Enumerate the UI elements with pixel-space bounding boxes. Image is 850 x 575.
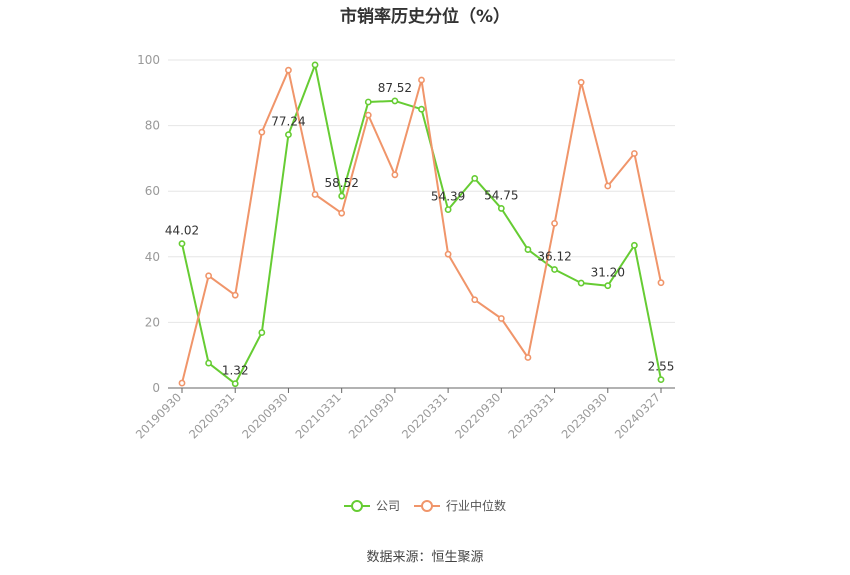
company-data-point bbox=[258, 329, 266, 336]
x-tick-label: 20230331 bbox=[505, 390, 556, 441]
x-tick-label: 20190930 bbox=[133, 390, 184, 441]
industry-data-point bbox=[178, 379, 186, 387]
data-label: 77.24 bbox=[271, 115, 305, 129]
x-tick-label: 20210331 bbox=[292, 390, 343, 441]
legend-company-label: 公司 bbox=[375, 499, 400, 513]
industry-data-point bbox=[391, 171, 399, 179]
data-label: 87.52 bbox=[378, 81, 412, 95]
company-data-point bbox=[551, 266, 558, 273]
series-lines bbox=[178, 61, 665, 388]
company-data-point bbox=[444, 206, 452, 214]
data-label: 31.20 bbox=[591, 266, 625, 280]
legend: 公司 行业中位数 bbox=[0, 497, 850, 514]
y-tick-label: 0 bbox=[152, 381, 160, 395]
data-label: 44.02 bbox=[165, 224, 199, 238]
y-tick-label: 20 bbox=[145, 315, 160, 329]
company-data-point bbox=[364, 98, 372, 106]
x-tick-label: 20210930 bbox=[346, 390, 397, 441]
industry-data-point bbox=[471, 296, 479, 304]
company-data-point bbox=[178, 240, 186, 248]
data-label: 36.12 bbox=[537, 250, 571, 264]
grid-lines bbox=[168, 59, 675, 323]
legend-item-industry[interactable]: 行业中位数 bbox=[414, 497, 506, 514]
company-data-point bbox=[285, 131, 292, 139]
data-labels: 44.02 1.32 77.24 58.52 87.52 54.39 54.75 36.12 3… bbox=[165, 81, 675, 378]
legend-industry-marker-icon bbox=[414, 498, 440, 514]
company-data-point bbox=[657, 376, 665, 384]
x-tick-label: 20230930 bbox=[559, 390, 610, 441]
company-data-point bbox=[524, 246, 532, 253]
data-label: 54.75 bbox=[484, 188, 518, 202]
company-data-point bbox=[231, 380, 239, 388]
industry-data-point bbox=[551, 219, 558, 227]
company-data-point bbox=[205, 359, 213, 367]
y-tick-label: 80 bbox=[145, 119, 160, 133]
legend-company-marker-icon bbox=[343, 498, 370, 514]
data-label: 58.52 bbox=[324, 176, 358, 190]
industry-data-point bbox=[524, 354, 532, 361]
data-label: 1.32 bbox=[222, 364, 249, 378]
y-tick-label: 100 bbox=[137, 53, 160, 67]
company-data-point bbox=[338, 192, 346, 200]
data-label: 54.39 bbox=[431, 190, 465, 204]
source-note: 数据来源：恒生聚源 bbox=[366, 550, 484, 565]
legend-item-company[interactable]: 公司 bbox=[343, 497, 400, 514]
company-data-point bbox=[604, 282, 612, 290]
industry-data-point bbox=[231, 291, 239, 299]
y-tick-label: 40 bbox=[145, 250, 160, 264]
x-tick-label: 20200930 bbox=[239, 390, 290, 441]
y-tick-label: 60 bbox=[145, 184, 160, 198]
industry-data-point bbox=[364, 111, 372, 119]
industry-data-point bbox=[311, 191, 319, 198]
company-data-point bbox=[577, 279, 585, 287]
industry-data-point bbox=[258, 128, 266, 136]
x-tick-label: 20200331 bbox=[186, 390, 237, 441]
company-data-point bbox=[471, 175, 479, 182]
company-data-point bbox=[311, 61, 319, 69]
industry-data-point bbox=[285, 66, 292, 74]
industry-data-point bbox=[418, 76, 425, 84]
company-data-point bbox=[391, 97, 399, 105]
x-tick-label: 20220930 bbox=[452, 390, 503, 441]
chart-title: 市销率历史分位（%） bbox=[339, 7, 511, 27]
legend-industry-label: 行业中位数 bbox=[446, 499, 507, 513]
x-tick-label: 20240327 bbox=[612, 390, 663, 441]
company-data-point bbox=[418, 105, 425, 113]
industry-data-point bbox=[657, 279, 665, 287]
industry-series-line bbox=[181, 69, 662, 384]
industry-data-point bbox=[630, 150, 638, 157]
industry-data-point bbox=[205, 272, 213, 280]
industry-data-point bbox=[338, 209, 346, 217]
data-label: 2.55 bbox=[648, 360, 675, 374]
industry-data-point bbox=[444, 250, 452, 258]
x-tick-label: 20220331 bbox=[399, 390, 450, 441]
industry-data-point bbox=[497, 315, 505, 322]
company-data-point bbox=[497, 205, 505, 212]
company-data-point bbox=[630, 241, 638, 249]
industry-data-point bbox=[577, 78, 585, 86]
industry-data-point bbox=[604, 182, 612, 190]
